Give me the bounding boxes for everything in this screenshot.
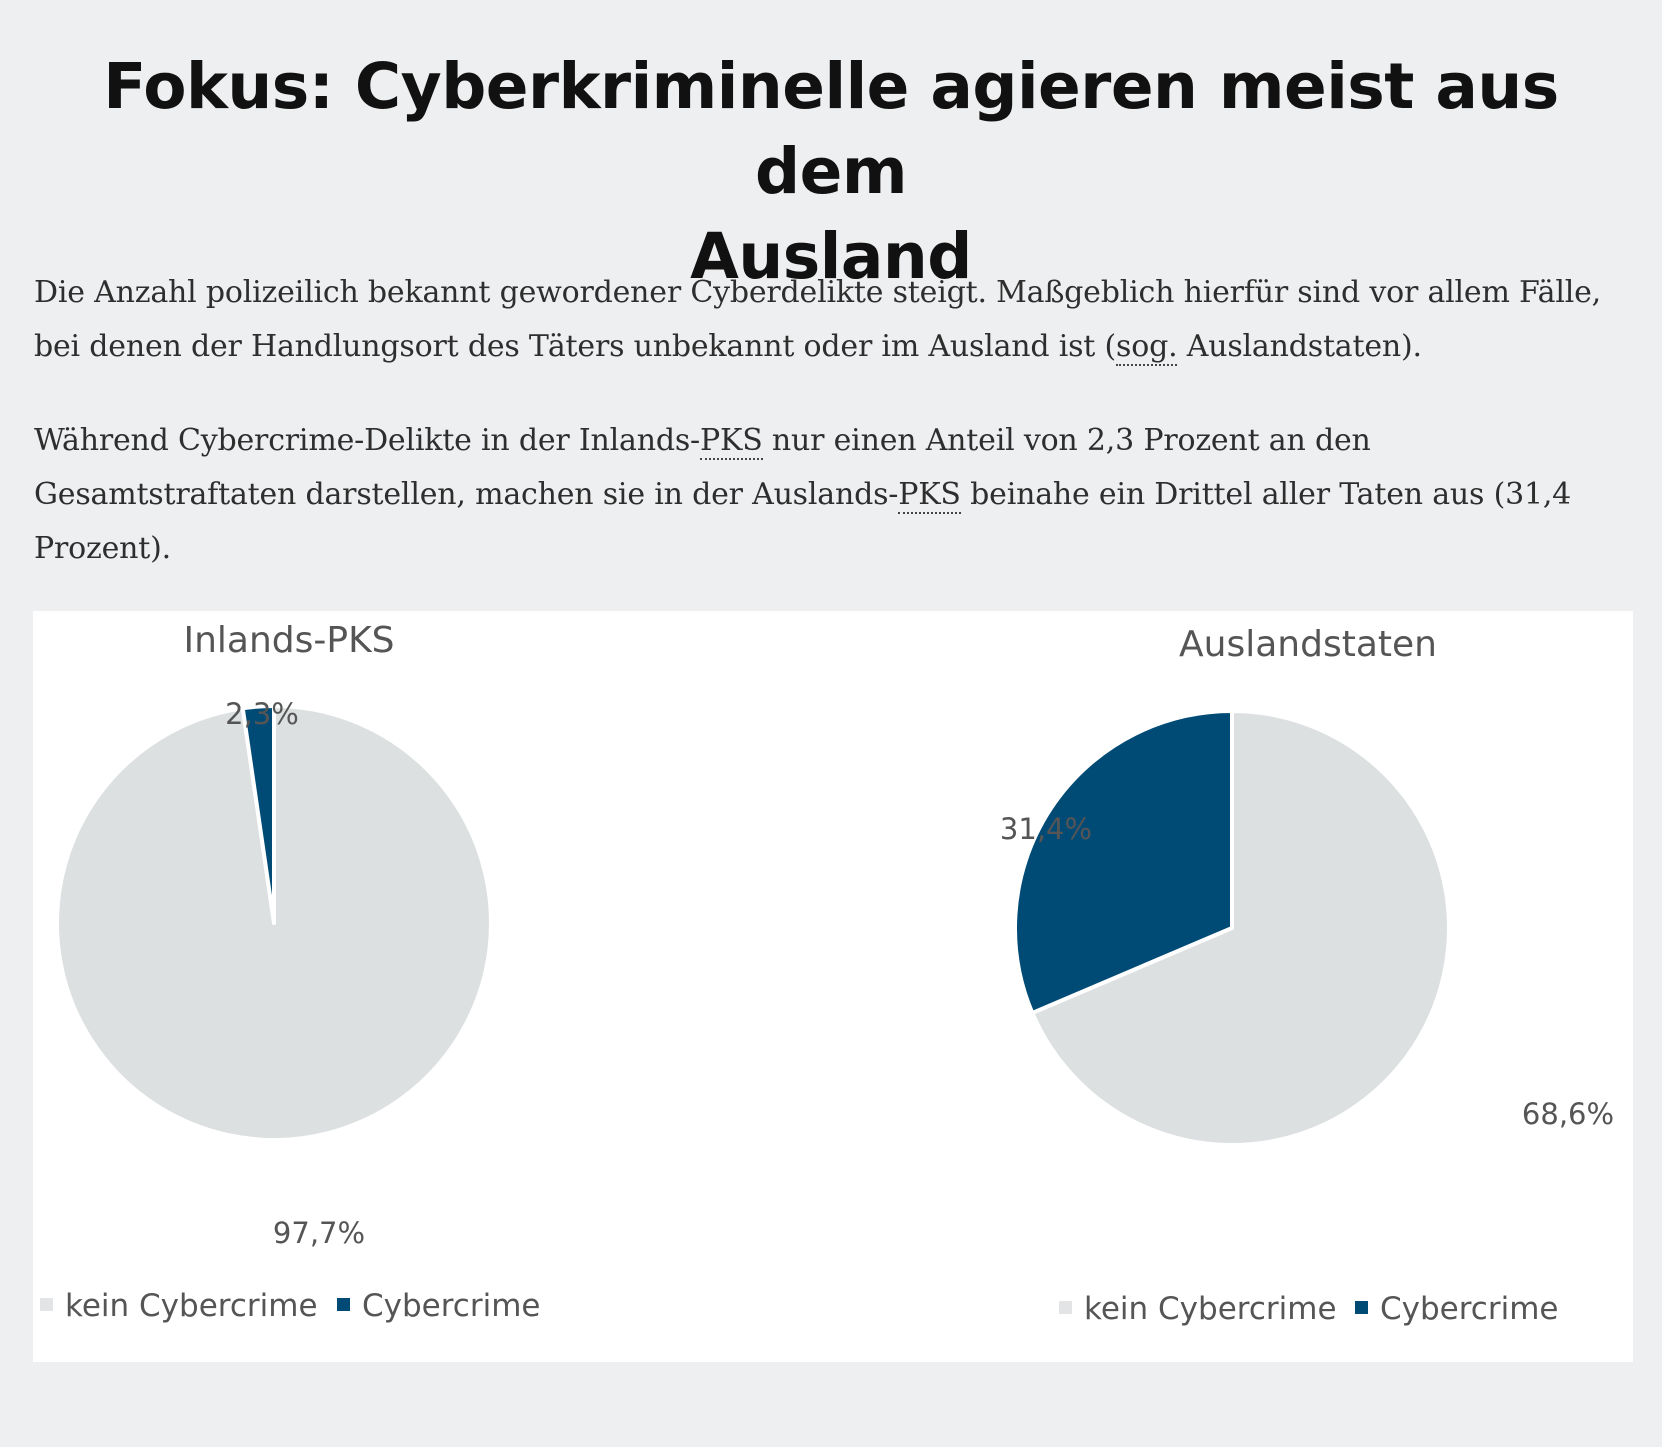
chart-auslandstaten: Auslandstaten 31,4% 68,6% kein Cybercrim…	[1000, 624, 1614, 1327]
slice-label-kein-cybercrime: 97,7%	[273, 1216, 365, 1250]
chart-inlands-pks: Inlands-PKS 2,3% 97,7% kein Cybercrime C…	[40, 620, 540, 1324]
chart-title: Auslandstaten	[1179, 624, 1437, 665]
pie-inlands-pks	[55, 704, 493, 1142]
intro-text-start: Die Anzahl polizeilich bekannt gewordene…	[34, 275, 1601, 364]
intro-text-end: Auslandstaten).	[1177, 329, 1422, 364]
slice-label-kein-cybercrime: 68,6%	[1522, 1097, 1614, 1131]
legend-marker-kein-cybercrime	[40, 1298, 53, 1311]
intro-paragraph: Die Anzahl polizeilich bekannt gewordene…	[34, 266, 1634, 374]
legend-label-cybercrime: Cybercrime	[362, 1288, 540, 1324]
comparison-text-3: beinahe ein Drittel aller Taten aus (31,…	[34, 477, 1572, 566]
legend-label-kein-cybercrime: kein Cybercrime	[65, 1288, 318, 1324]
chart-legend: kein Cybercrime Cybercrime	[1059, 1291, 1558, 1327]
chart-title: Inlands-PKS	[183, 620, 394, 661]
slice-label-cybercrime: 2,3%	[225, 697, 299, 731]
page-title: Fokus: Cyberkriminelle agieren meist aus…	[60, 44, 1602, 299]
comparison-paragraph: Während Cybercrime-Delikte in der Inland…	[34, 414, 1634, 576]
legend-marker-kein-cybercrime	[1059, 1301, 1072, 1314]
legend-label-kein-cybercrime: kein Cybercrime	[1084, 1291, 1337, 1327]
abbr-sog[interactable]: sog.	[1116, 329, 1178, 366]
pie-charts-svg: Inlands-PKS 2,3% 97,7% kein Cybercrime C…	[40, 620, 1614, 1327]
page-title-line1: Fokus: Cyberkriminelle agieren meist aus…	[103, 50, 1559, 208]
abbr-pks-2[interactable]: PKS	[898, 477, 961, 514]
legend-label-cybercrime: Cybercrime	[1380, 1291, 1558, 1327]
comparison-text-1: Während Cybercrime-Delikte in der Inland…	[34, 423, 700, 458]
slice-label-cybercrime: 31,4%	[1000, 812, 1092, 846]
legend-marker-cybercrime	[1355, 1301, 1368, 1314]
page-title-line2: Ausland	[690, 220, 972, 293]
pie-auslandstaten	[1013, 709, 1451, 1147]
pie-slice-cybercrime	[1013, 709, 1234, 1015]
legend-marker-cybercrime	[337, 1298, 350, 1311]
chart-legend: kein Cybercrime Cybercrime	[40, 1288, 540, 1324]
pie-charts-figure: Inlands-PKS 2,3% 97,7% kein Cybercrime C…	[33, 611, 1633, 1362]
abbr-pks-1[interactable]: PKS	[700, 423, 763, 460]
pie-slice-kein-cybercrime	[1030, 709, 1451, 1147]
comparison-text-2: nur einen Anteil von 2,3 Prozent an den …	[34, 423, 1371, 512]
pie-slice-cybercrime	[240, 704, 276, 925]
